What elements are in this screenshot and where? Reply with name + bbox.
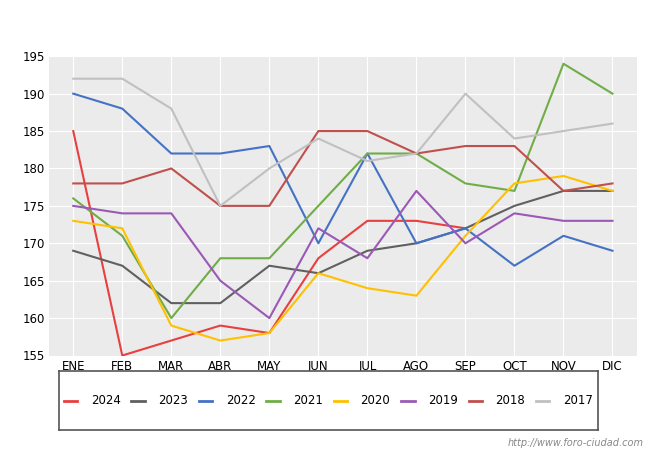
Text: 2022: 2022 (226, 394, 255, 407)
Text: 2019: 2019 (428, 394, 458, 407)
Text: 2020: 2020 (361, 394, 391, 407)
Text: Afiliados en Ataquines a 30/9/2024: Afiliados en Ataquines a 30/9/2024 (168, 14, 482, 33)
Text: 2024: 2024 (91, 394, 121, 407)
Text: 2018: 2018 (495, 394, 525, 407)
Text: 2023: 2023 (159, 394, 188, 407)
Text: 2017: 2017 (563, 394, 593, 407)
Text: http://www.foro-ciudad.com: http://www.foro-ciudad.com (508, 438, 644, 448)
Text: 2021: 2021 (293, 394, 323, 407)
